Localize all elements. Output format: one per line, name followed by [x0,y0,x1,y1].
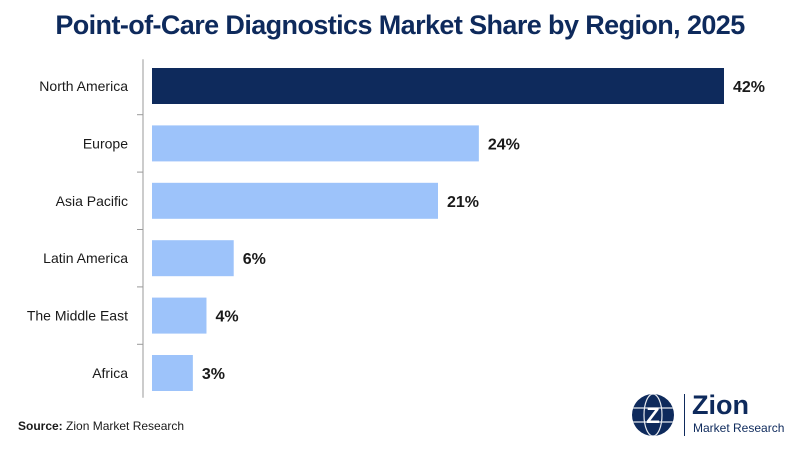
logo-subtitle: Market Research [693,421,785,435]
logo-divider [684,394,685,436]
globe-z-icon: Z [632,394,674,436]
category-label: Europe [83,135,128,151]
bar-latin-america [152,240,234,277]
category-axis [137,59,144,398]
value-label: 21% [447,194,479,211]
category-label: Asia Pacific [56,193,128,209]
value-label: 24% [488,136,520,153]
svg-text:Z: Z [646,403,659,428]
bar-africa [152,355,193,391]
chart-title: Point-of-Care Diagnostics Market Share b… [55,10,745,40]
labels: North America 42% Europe 24% Asia Pacific 21%… [27,78,765,383]
category-label: North America [39,78,128,94]
bar-europe [152,125,479,162]
bars [152,68,724,391]
logo-name: Zion [692,390,749,420]
source-note: Source: Zion Market Research [18,419,184,433]
value-label: 6% [243,251,266,268]
source-label: Source: [18,419,63,433]
zion-logo: Z Zion Market Research [630,390,790,440]
category-label: Africa [92,365,128,381]
category-label: The Middle East [27,308,128,324]
value-label: 4% [215,309,238,326]
category-label: Latin America [43,250,128,266]
bar-the-middle-east [152,297,207,334]
bar-asia-pacific [152,182,438,219]
source-text: Zion Market Research [66,419,185,433]
bar-north-america [152,68,724,104]
value-label: 42% [733,79,765,96]
value-label: 3% [202,366,225,383]
